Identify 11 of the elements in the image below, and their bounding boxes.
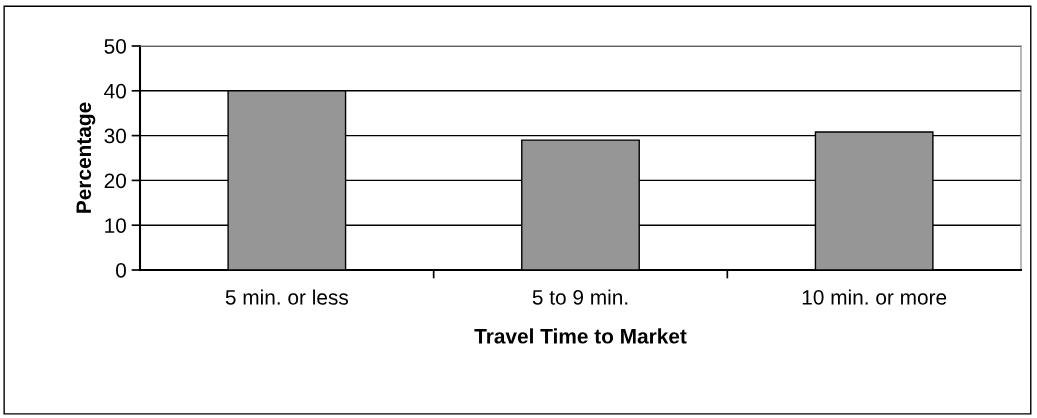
x-tick-label: 5 min. or less — [225, 289, 349, 305]
y-tick-label: 10 — [105, 218, 126, 233]
y-tick-label: 0 — [116, 263, 126, 278]
x-tick-label: 5 to 9 min. — [532, 289, 628, 305]
y-tick-label: 50 — [104, 39, 126, 54]
x-axis-title: Travel Time to Market — [474, 328, 687, 344]
y-tick-label: 30 — [104, 128, 126, 144]
y-axis-title: Percentage — [76, 102, 96, 213]
y-tick-label: 20 — [104, 173, 126, 189]
y-tick-label: 40 — [104, 83, 126, 99]
x-tick-label: 10 min. or more — [802, 289, 947, 305]
